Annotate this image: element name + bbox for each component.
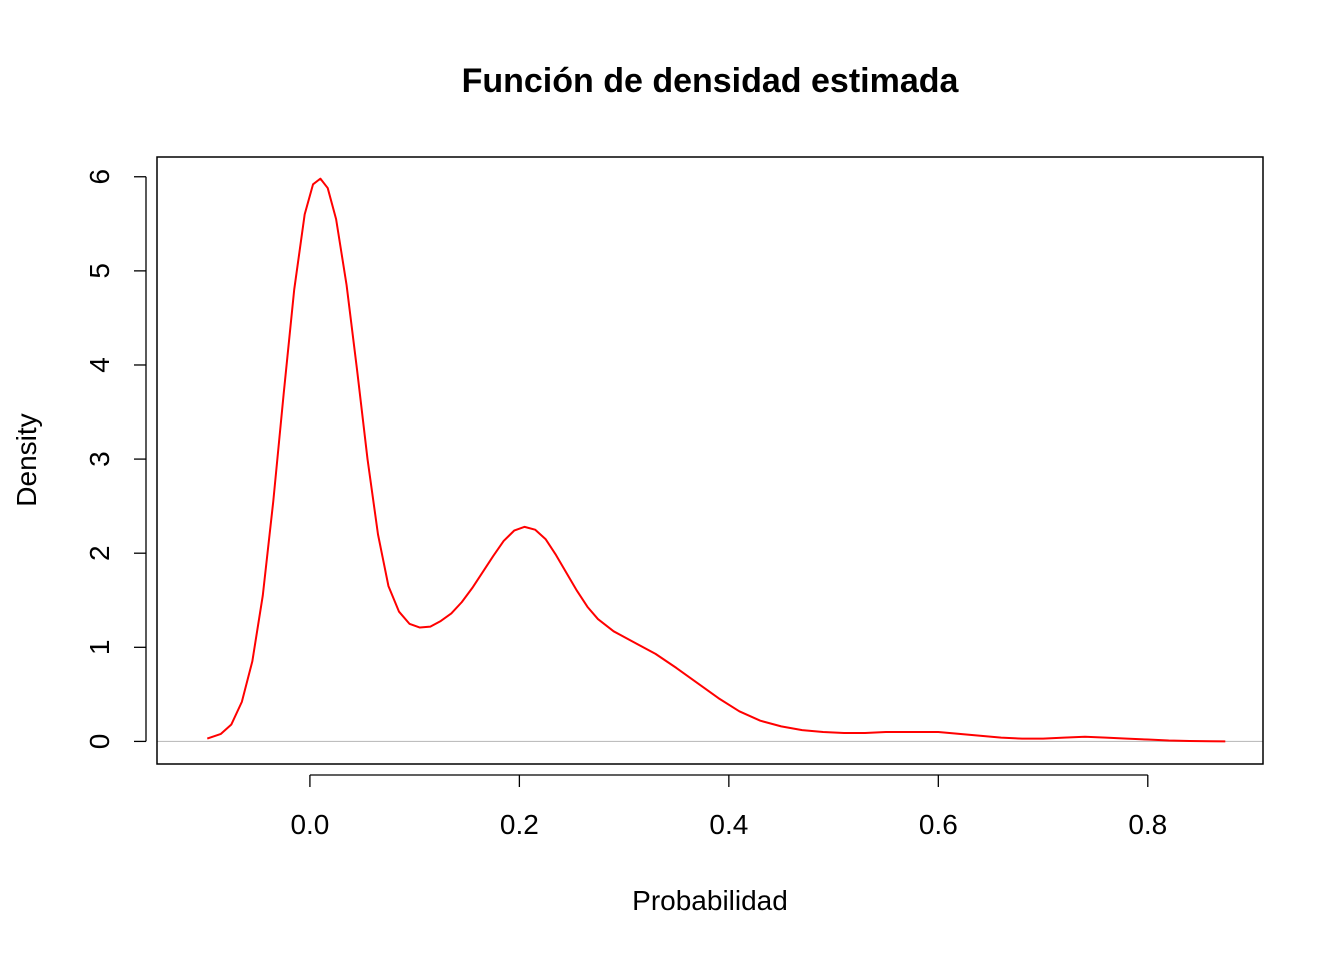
y-tick-label: 0	[84, 734, 115, 750]
x-tick-label: 0.0	[290, 809, 329, 840]
y-tick-label: 1	[84, 640, 115, 656]
x-tick-label: 0.6	[919, 809, 958, 840]
x-tick-label: 0.2	[500, 809, 539, 840]
y-tick-label: 5	[84, 263, 115, 279]
y-tick-label: 2	[84, 545, 115, 561]
y-axis-label: Density	[11, 413, 42, 506]
density-curve-line	[206, 177, 1226, 743]
y-axis: 0 1 2 3 4 5 6	[84, 169, 147, 750]
x-axis-label: Probabilidad	[632, 885, 788, 916]
chart-title: Función de densidad estimada	[462, 62, 960, 100]
y-tick-label: 4	[84, 357, 115, 373]
y-tick-label: 6	[84, 169, 115, 185]
x-axis: 0.0 0.2 0.4 0.6 0.8	[290, 774, 1167, 840]
x-tick-label: 0.4	[709, 809, 748, 840]
x-tick-label: 0.8	[1128, 809, 1167, 840]
series-layer	[206, 177, 1226, 743]
y-tick-label: 3	[84, 451, 115, 467]
plot-frame	[156, 156, 1264, 765]
